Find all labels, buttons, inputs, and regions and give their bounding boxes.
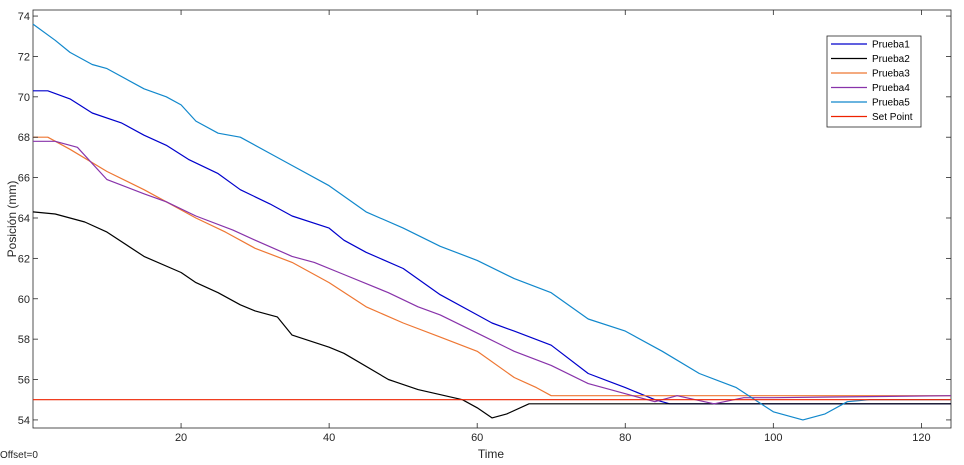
legend-entry-label: Prueba2 bbox=[872, 54, 910, 65]
y-axis-label: Posición (mm) bbox=[5, 181, 19, 258]
y-tick-label: 64 bbox=[18, 213, 30, 225]
y-tick-label: 62 bbox=[18, 253, 30, 265]
y-tick-label: 70 bbox=[18, 92, 30, 104]
legend: Prueba1 Prueba2 Prueba3 Prueba4 Prueba5 Set P… bbox=[826, 35, 922, 128]
x-tick-label: 40 bbox=[323, 432, 335, 444]
series-line-prueba4 bbox=[33, 140, 952, 405]
x-tick-label: 80 bbox=[619, 432, 631, 444]
y-tick-label: 66 bbox=[18, 173, 30, 185]
series-line-prueba3 bbox=[33, 136, 951, 397]
x-tick-label: 60 bbox=[471, 432, 483, 444]
y-tick-label: 68 bbox=[18, 132, 30, 144]
plot-area bbox=[32, 9, 952, 429]
y-tick-label: 74 bbox=[18, 11, 30, 23]
x-axis-label: Time bbox=[478, 447, 505, 461]
x-tick-label: 20 bbox=[175, 432, 187, 444]
y-tick-label: 72 bbox=[18, 51, 30, 63]
y-tick-label: 60 bbox=[18, 294, 30, 306]
series-line-prueba5 bbox=[32, 23, 951, 421]
series-line-prueba2 bbox=[32, 211, 951, 419]
series-line-prueba1 bbox=[33, 90, 951, 405]
legend-entry-label: Prueba5 bbox=[872, 98, 910, 109]
legend-box bbox=[826, 35, 922, 128]
y-tick-label: 58 bbox=[18, 334, 30, 346]
x-tick-label: 120 bbox=[912, 432, 930, 444]
legend-entry-label: Prueba1 bbox=[872, 40, 910, 51]
series-layer bbox=[32, 23, 952, 421]
legend-entry-label: Set Point bbox=[872, 112, 913, 123]
legend-entry-label: Prueba3 bbox=[872, 69, 910, 80]
tick-layer: 20 40 60 80 100 120 54 56 58 60 62 64 66 68 70 72 74 bbox=[18, 10, 951, 444]
legend-entry-label: Prueba4 bbox=[872, 83, 910, 94]
y-tick-label: 56 bbox=[18, 375, 30, 387]
y-tick-label: 54 bbox=[18, 415, 30, 427]
x-tick-label: 100 bbox=[764, 432, 782, 444]
offset-footnote: Offset=0 bbox=[0, 450, 38, 461]
